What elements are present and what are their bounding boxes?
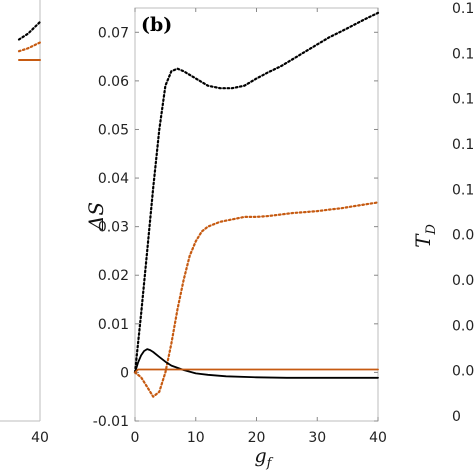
panel-a-x-ticks: 40 — [31, 430, 49, 446]
panel-b-xlabel: gf — [255, 445, 274, 471]
panel-a-series-line-2 — [17, 41, 42, 53]
panel-b-xlabel-main: g — [255, 445, 267, 467]
panel-a-series-line-1 — [17, 20, 42, 41]
panel-b-ytick-label: -0.01 — [93, 414, 129, 430]
panel-c: 0 0.02 0.04 0.06 0.08 0.1 0.12 0.14 0.16 0.18 TD — [411, 1, 474, 425]
panel-b-ytick-label: 0.02 — [98, 268, 129, 284]
panel-c-ytick-label: 0.1 — [452, 182, 474, 198]
panel-b-xtick-label: 10 — [187, 430, 205, 446]
panel-b-series-line-3 — [134, 348, 379, 379]
panel-b-xtick-label: 40 — [369, 430, 387, 446]
panel-b-xtick-label: 30 — [308, 430, 326, 446]
panel-b-xlabel-sub: f — [266, 456, 274, 471]
panel-b-y-ticks: -0.01 0 0.01 0.02 0.03 0.04 0.05 0.06 0.07 — [93, 25, 378, 430]
panel-b-xtick-label: 20 — [248, 430, 266, 446]
panel-b-series-line-1 — [133, 11, 380, 374]
panel-b-x-ticks: 0 10 20 30 40 — [131, 8, 387, 446]
panel-c-ytick-label: 0 — [452, 409, 461, 425]
panel-c-ytick-label: 0.06 — [452, 273, 474, 289]
panel-b-ytick-label: 0.03 — [98, 220, 129, 236]
panel-c-ytick-label: 0.12 — [452, 137, 474, 153]
panel-c-ylabel: TD — [411, 224, 439, 248]
panel-c-ylabel-sub: D — [424, 224, 439, 236]
panel-b-ylabel: ΔS — [84, 202, 108, 231]
panel-b-ytick-label: 0 — [120, 365, 129, 381]
panel-b-ytick-label: 0.01 — [98, 317, 129, 333]
panel-c-ytick-label: 0.08 — [452, 228, 474, 244]
panel-c-ytick-label: 0.16 — [452, 46, 474, 62]
panel-a-series — [17, 20, 42, 61]
panel-b-series — [133, 11, 380, 398]
panel-c-ylabel-main: T — [411, 233, 435, 248]
panel-b-series-line-2 — [133, 201, 380, 398]
panel-b-series-line-4 — [134, 368, 379, 374]
panel-b-ytick-label: 0.04 — [98, 171, 129, 187]
panel-c-ytick-label: 0.02 — [452, 364, 474, 380]
panel-a: 40 — [0, 0, 49, 446]
panel-b-label: (b) — [141, 14, 172, 36]
panel-c-ytick-label: 0.04 — [452, 318, 474, 334]
panel-b-ytick-label: 0.07 — [98, 25, 129, 41]
panel-b-frame — [134, 7, 379, 422]
panel-c-y-ticks: 0 0.02 0.04 0.06 0.08 0.1 0.12 0.14 0.16 0.18 — [452, 1, 474, 425]
panel-c-ytick-label: 0.14 — [452, 92, 474, 108]
panel-b-ytick-label: 0.05 — [98, 122, 129, 138]
panel-a-xtick-label: 40 — [31, 430, 49, 446]
panel-b-xtick-label: 0 — [131, 430, 140, 446]
panel-b-ytick-label: 0.06 — [98, 74, 129, 90]
panel-c-ytick-label: 0.18 — [452, 1, 474, 17]
